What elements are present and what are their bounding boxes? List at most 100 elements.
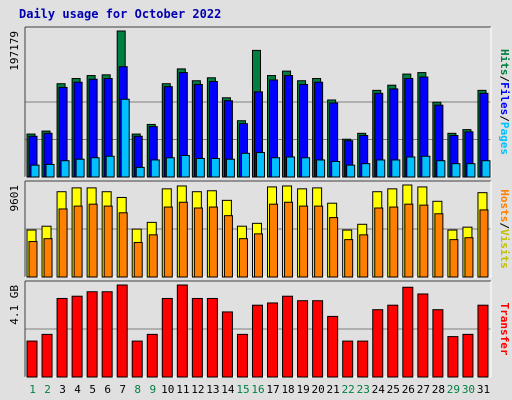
- transfer-bar-day-15: [236, 333, 248, 378]
- ylabel-part: Files: [498, 82, 511, 115]
- panel-2-max-label: 9601: [8, 185, 21, 212]
- transfer-bar-day-10: [161, 297, 173, 378]
- pages-bar-day-20: [316, 159, 326, 178]
- ylabel-part: Hits: [498, 49, 511, 76]
- transfer-bar-day-24: [372, 309, 384, 378]
- pages-bar-day-8: [135, 166, 145, 178]
- transfer-bar-day-11: [176, 284, 188, 378]
- transfer-bar-day-7: [116, 284, 128, 378]
- transfer-bar-day-3: [56, 297, 68, 378]
- pages-bar-day-15: [240, 152, 250, 178]
- pages-bar-day-1: [30, 164, 40, 178]
- sites-bar-day-4: [73, 205, 83, 278]
- pages-bar-day-10: [165, 157, 175, 178]
- transfer-bar-day-25: [387, 304, 399, 378]
- sites-bar-day-10: [163, 206, 173, 278]
- pages-bar-day-2: [45, 163, 55, 178]
- sites-bar-day-19: [299, 205, 309, 278]
- pages-bar-day-27: [421, 155, 431, 178]
- sites-bar-day-3: [58, 208, 68, 278]
- sites-bar-day-22: [344, 239, 354, 278]
- transfer-bar-day-18: [282, 295, 294, 378]
- pages-bar-day-12: [195, 157, 205, 178]
- day-label-7: 7: [119, 383, 126, 396]
- sites-bar-day-23: [359, 234, 369, 278]
- chart-title: Daily usage for October 2022: [19, 7, 222, 21]
- pages-bar-day-7: [120, 98, 130, 178]
- sites-bar-day-5: [88, 203, 98, 278]
- pages-bar-day-29: [451, 163, 461, 178]
- day-label-11: 11: [176, 383, 189, 396]
- transfer-bar-day-12: [191, 297, 203, 378]
- transfer-bar-day-31: [477, 304, 489, 378]
- panel-1-ylabel: Hits/Files/Pages: [498, 49, 511, 155]
- transfer-bar-day-23: [357, 340, 369, 378]
- sites-bar-day-12: [193, 207, 203, 278]
- sites-bar-day-27: [419, 204, 429, 278]
- sites-bar-day-15: [238, 238, 248, 278]
- day-label-18: 18: [281, 383, 294, 396]
- pages-bar-day-28: [436, 160, 446, 178]
- pages-bar-day-6: [105, 155, 115, 178]
- panel-2-ylabel: Hosts/Visits: [498, 189, 511, 269]
- pages-bar-day-18: [286, 156, 296, 178]
- day-label-25: 25: [387, 383, 400, 396]
- sites-bar-day-30: [464, 237, 474, 278]
- ylabel-part: Hosts: [498, 189, 511, 222]
- ylabel-part: Pages: [498, 122, 511, 155]
- sites-bar-day-14: [223, 215, 233, 278]
- day-label-2: 2: [44, 383, 51, 396]
- transfer-bar-day-5: [86, 291, 98, 378]
- sites-bar-day-26: [404, 203, 414, 278]
- day-label-8: 8: [134, 383, 141, 396]
- sites-bar-day-7: [118, 212, 128, 278]
- day-label-17: 17: [266, 383, 279, 396]
- pages-bar-day-13: [210, 157, 220, 178]
- day-label-23: 23: [357, 383, 370, 396]
- day-label-1: 1: [29, 383, 36, 396]
- day-label-22: 22: [342, 383, 355, 396]
- day-label-4: 4: [74, 383, 81, 396]
- day-label-31: 31: [477, 383, 490, 396]
- panel-3-ylabel: Transfer: [498, 303, 511, 356]
- transfer-bar-day-9: [146, 333, 158, 378]
- transfer-bar-day-13: [206, 297, 218, 378]
- transfer-bar-day-30: [462, 333, 474, 378]
- day-label-21: 21: [327, 383, 340, 396]
- sites-bar-day-11: [178, 201, 188, 278]
- transfer-bar-day-8: [131, 340, 143, 378]
- sites-bar-day-28: [434, 213, 444, 278]
- sites-bar-day-20: [314, 205, 324, 278]
- pages-bar-day-26: [406, 156, 416, 178]
- pages-bar-day-31: [481, 160, 491, 178]
- ylabel-part: /: [498, 222, 511, 229]
- pages-bar-day-24: [376, 159, 386, 178]
- day-label-24: 24: [372, 383, 386, 396]
- sites-bar-day-17: [269, 203, 279, 278]
- transfer-bar-day-22: [342, 340, 354, 378]
- day-label-28: 28: [432, 383, 445, 396]
- transfer-bar-day-27: [417, 293, 429, 378]
- sites-bar-day-18: [284, 201, 294, 278]
- day-label-12: 12: [191, 383, 204, 396]
- day-label-30: 30: [462, 383, 475, 396]
- pages-bar-day-19: [301, 157, 311, 178]
- sites-bar-day-24: [374, 207, 384, 278]
- pages-bar-day-25: [391, 159, 401, 178]
- sites-bar-day-9: [148, 234, 158, 278]
- transfer-bar-day-21: [327, 315, 339, 378]
- sites-bar-day-6: [103, 205, 113, 278]
- sites-bar-day-13: [208, 206, 218, 278]
- sites-bar-day-8: [133, 242, 143, 278]
- transfer-bar-day-17: [267, 302, 279, 378]
- day-label-19: 19: [296, 383, 309, 396]
- ylabel-part: Visits: [498, 229, 511, 269]
- transfer-bar-day-6: [101, 291, 113, 378]
- transfer-bar-day-19: [297, 300, 309, 378]
- pages-bar-day-16: [255, 152, 265, 178]
- sites-bar-day-29: [449, 239, 459, 278]
- ylabel-part: /: [498, 115, 511, 122]
- pages-bar-day-11: [180, 155, 190, 178]
- panel-3-max-label: 4.1 GB: [8, 285, 21, 325]
